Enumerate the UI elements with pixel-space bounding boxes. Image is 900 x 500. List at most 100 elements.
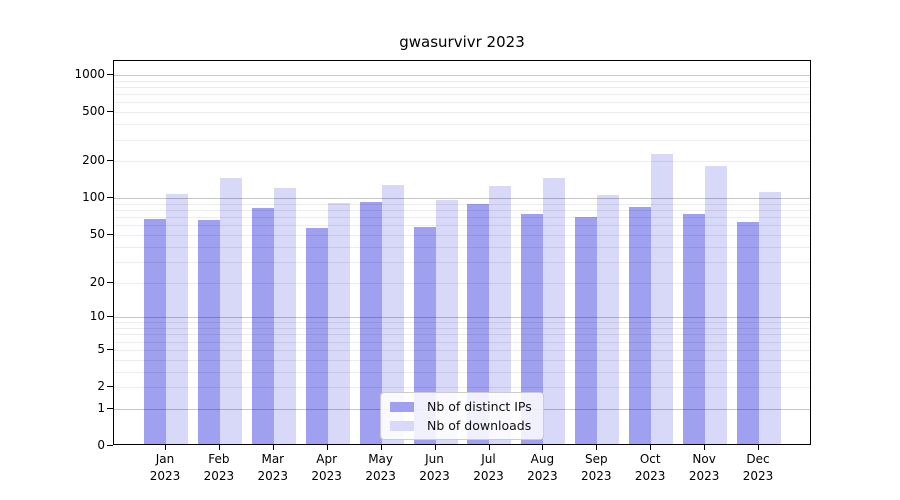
gridline-minor bbox=[114, 328, 810, 329]
bar-distinct-ips-oct bbox=[629, 206, 652, 444]
chart-title: gwasurvivr 2023 bbox=[399, 33, 525, 51]
bar-distinct-ips-jun bbox=[413, 226, 436, 444]
legend-swatch-distinct-ips bbox=[390, 401, 414, 412]
gridline-minor bbox=[114, 80, 810, 82]
x-tick-label-nov: Nov 2023 bbox=[688, 452, 720, 483]
gridline-major bbox=[114, 317, 810, 319]
x-tick-label-feb: Feb 2023 bbox=[203, 452, 235, 483]
x-tick-label-may: May 2023 bbox=[365, 452, 396, 483]
bar-downloads-feb bbox=[219, 178, 242, 444]
y-tick-mark bbox=[107, 348, 113, 350]
x-tick-mark bbox=[596, 445, 598, 450]
x-tick-mark bbox=[542, 445, 544, 450]
gridline-minor bbox=[114, 261, 810, 263]
gridline-minor bbox=[114, 102, 810, 104]
y-tick-label: 1000 bbox=[74, 67, 105, 81]
plot-area bbox=[113, 60, 811, 445]
gridline-minor bbox=[114, 225, 810, 227]
gridline-minor bbox=[114, 322, 810, 324]
x-tick-label-jan: Jan 2023 bbox=[149, 452, 181, 483]
bar-downloads-jul bbox=[489, 186, 512, 444]
gridline-minor bbox=[114, 124, 810, 126]
x-tick-mark bbox=[218, 445, 220, 450]
y-tick-label: 2 bbox=[97, 379, 105, 393]
bar-downloads-aug bbox=[543, 178, 566, 444]
y-tick-mark bbox=[107, 111, 113, 113]
bar-distinct-ips-aug bbox=[521, 213, 544, 444]
x-tick-mark bbox=[650, 445, 652, 450]
y-tick-label: 0 bbox=[97, 438, 105, 452]
y-tick-mark bbox=[107, 386, 113, 387]
x-tick-label-aug: Aug 2023 bbox=[527, 452, 558, 483]
bar-downloads-sep bbox=[597, 195, 620, 444]
gridline-minor bbox=[114, 349, 810, 351]
x-tick-label-oct: Oct 2023 bbox=[634, 452, 666, 483]
bar-distinct-ips-jul bbox=[467, 204, 490, 444]
x-tick-mark bbox=[434, 445, 436, 450]
legend-item-downloads: Nb of downloads bbox=[390, 418, 532, 433]
x-tick-mark bbox=[704, 445, 706, 450]
bar-downloads-jun bbox=[435, 200, 458, 444]
y-tick-mark bbox=[107, 316, 113, 318]
legend-item-distinct-ips: Nb of distinct IPs bbox=[390, 399, 532, 414]
bar-distinct-ips-jan bbox=[144, 219, 166, 444]
legend-swatch-downloads bbox=[390, 420, 414, 431]
gridline-minor bbox=[114, 334, 810, 336]
gridline-minor bbox=[114, 234, 810, 236]
bar-distinct-ips-nov bbox=[683, 214, 706, 444]
bar-downloads-mar bbox=[273, 188, 296, 444]
bar-downloads-nov bbox=[705, 166, 728, 444]
y-tick-mark bbox=[107, 445, 113, 446]
x-tick-mark bbox=[165, 445, 166, 450]
y-tick-mark bbox=[107, 281, 113, 283]
y-tick-label: 5 bbox=[97, 341, 105, 356]
bar-distinct-ips-dec bbox=[736, 222, 759, 444]
gridline-minor bbox=[114, 371, 810, 373]
x-tick-label-jun: Jun 2023 bbox=[419, 452, 450, 483]
gridline-minor bbox=[114, 161, 810, 163]
bar-distinct-ips-apr bbox=[305, 227, 328, 444]
y-tick-label: 50 bbox=[89, 226, 105, 241]
y-tick-label: 10 bbox=[89, 309, 105, 324]
gridline-minor bbox=[114, 210, 810, 211]
y-tick-mark bbox=[107, 233, 113, 235]
gridline-minor bbox=[114, 282, 810, 284]
gridline-minor bbox=[114, 112, 810, 114]
gridline-minor bbox=[114, 217, 810, 219]
x-tick-label-mar: Mar 2023 bbox=[257, 452, 289, 483]
y-tick-label: 1 bbox=[97, 400, 105, 415]
legend-label-downloads: Nb of downloads bbox=[427, 418, 532, 433]
x-tick-mark bbox=[488, 445, 490, 450]
gridline-minor bbox=[114, 387, 810, 388]
y-tick-mark bbox=[107, 160, 113, 162]
bar-distinct-ips-feb bbox=[197, 219, 220, 444]
gridline-minor bbox=[114, 94, 810, 96]
x-tick-mark bbox=[326, 445, 328, 450]
bar-distinct-ips-sep bbox=[575, 216, 598, 444]
y-tick-label: 500 bbox=[82, 104, 105, 119]
y-tick-mark bbox=[107, 407, 113, 409]
gridline-minor bbox=[114, 139, 810, 141]
bar-downloads-jan bbox=[166, 194, 188, 444]
bar-distinct-ips-may bbox=[359, 201, 382, 444]
gridline-major bbox=[114, 198, 810, 200]
gridline-minor bbox=[114, 341, 810, 343]
y-tick-mark bbox=[107, 197, 113, 199]
gridline-minor bbox=[114, 203, 810, 205]
gridline-major bbox=[114, 75, 810, 76]
bar-downloads-oct bbox=[651, 153, 674, 444]
x-tick-label-dec: Dec 2023 bbox=[742, 452, 774, 483]
y-tick-label: 20 bbox=[89, 274, 105, 289]
x-tick-mark bbox=[272, 445, 274, 450]
bar-downloads-may bbox=[381, 185, 404, 444]
legend-label-distinct-ips: Nb of distinct IPs bbox=[427, 399, 532, 414]
gridline-minor bbox=[114, 359, 810, 361]
y-tick-label: 100 bbox=[82, 190, 105, 205]
gridline-minor bbox=[114, 246, 810, 248]
bar-downloads-dec bbox=[758, 192, 781, 444]
gridline-minor bbox=[114, 87, 810, 88]
x-tick-label-apr: Apr 2023 bbox=[311, 452, 342, 483]
x-tick-mark bbox=[758, 445, 759, 450]
x-tick-label-jul: Jul 2023 bbox=[473, 452, 504, 483]
